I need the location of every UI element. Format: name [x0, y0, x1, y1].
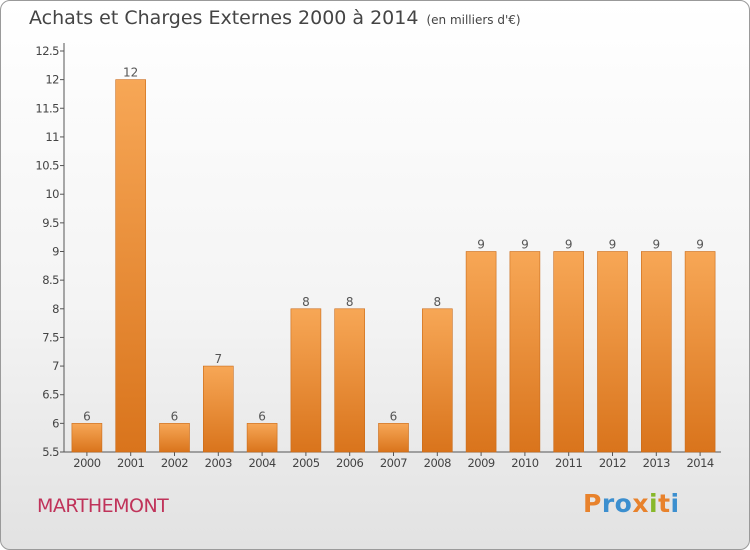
- x-tick-label: 2010: [511, 456, 538, 470]
- data-label: 6: [258, 409, 266, 423]
- x-tick-label: 2012: [599, 456, 626, 470]
- data-label: 6: [171, 409, 179, 423]
- x-tick-label: 2013: [643, 456, 670, 470]
- y-tick-label: 6.5: [42, 388, 59, 402]
- logo-letter: P: [583, 489, 602, 518]
- data-label: 6: [390, 409, 398, 423]
- commune-name: MARTHEMONT: [37, 495, 169, 517]
- data-label: 8: [302, 295, 310, 309]
- data-label: 9: [696, 238, 704, 252]
- x-tick-label: 2001: [117, 456, 144, 470]
- x-tick-label: 2006: [336, 456, 363, 470]
- y-tick-label: 7: [52, 359, 59, 373]
- data-label: 9: [609, 238, 617, 252]
- chart-unit: (en milliers d'€): [426, 13, 521, 27]
- data-labels: 6 12 6 7 6 8 8 6 8 9 9 9 9 9 9: [83, 66, 704, 424]
- x-tick-label: 2011: [555, 456, 582, 470]
- logo-letter: i: [670, 489, 680, 518]
- y-tick-label: 11.5: [35, 101, 59, 115]
- proxiti-logo: Proxiti: [583, 491, 680, 516]
- x-tick-label: 2009: [467, 456, 494, 470]
- x-tick-label: 2007: [380, 456, 407, 470]
- y-tick-label: 10: [45, 187, 59, 201]
- chart-title-text: Achats et Charges Externes 2000 à 2014: [29, 7, 419, 29]
- y-tick-label: 9: [52, 245, 59, 259]
- x-tick-label: 2014: [686, 456, 713, 470]
- data-label: 7: [214, 352, 222, 366]
- bar-2012: [597, 251, 628, 453]
- bar-2004: [246, 423, 278, 453]
- bars: [71, 79, 716, 453]
- data-label: 12: [123, 66, 138, 80]
- data-label: 8: [346, 295, 354, 309]
- y-tick-label: 10.5: [35, 159, 59, 173]
- x-tick-label: 2004: [248, 456, 275, 470]
- y-tick-label: 8: [52, 302, 59, 316]
- logo-letter: x: [632, 489, 649, 518]
- y-tick-label: 5.5: [42, 445, 59, 459]
- y-tick-label: 6: [52, 416, 59, 430]
- logo-letter: o: [614, 489, 633, 518]
- bar-2008: [421, 308, 453, 453]
- logo-letter: r: [601, 489, 615, 518]
- bar-2006: [334, 308, 366, 453]
- chart-title: Achats et Charges Externes 2000 à 2014 (e…: [29, 7, 521, 29]
- y-tick-label: 8.5: [42, 273, 59, 287]
- y-tick-label: 11: [45, 130, 59, 144]
- y-tick-label: 12.5: [35, 44, 59, 58]
- x-tick-label: 2003: [205, 456, 232, 470]
- data-label: 9: [521, 238, 529, 252]
- logo-letter: i: [649, 489, 659, 518]
- bar-2010: [509, 251, 541, 453]
- bar-2000: [71, 423, 103, 453]
- bar-2013: [640, 251, 672, 453]
- data-label: 9: [565, 238, 573, 252]
- y-tick-label: 7.5: [42, 330, 59, 344]
- x-tick-label: 2008: [424, 456, 451, 470]
- bar-2014: [684, 251, 716, 453]
- x-tick-label: 2005: [292, 456, 319, 470]
- bar-2009: [465, 251, 497, 453]
- bar-2002: [159, 423, 190, 453]
- y-tick-label: 9.5: [42, 216, 59, 230]
- data-label: 8: [433, 295, 441, 309]
- bar-2005: [290, 308, 322, 453]
- data-label: 9: [477, 238, 485, 252]
- data-label: 6: [83, 409, 91, 423]
- bar-2011: [553, 251, 585, 453]
- y-tick-label: 12: [45, 73, 59, 87]
- bar-2001: [115, 79, 146, 453]
- x-tick-label: 2000: [73, 456, 100, 470]
- bar-2003: [203, 365, 234, 453]
- x-tick-label: 2002: [161, 456, 188, 470]
- bar-2007: [378, 423, 409, 453]
- logo-letter: t: [658, 489, 671, 518]
- data-label: 9: [652, 238, 660, 252]
